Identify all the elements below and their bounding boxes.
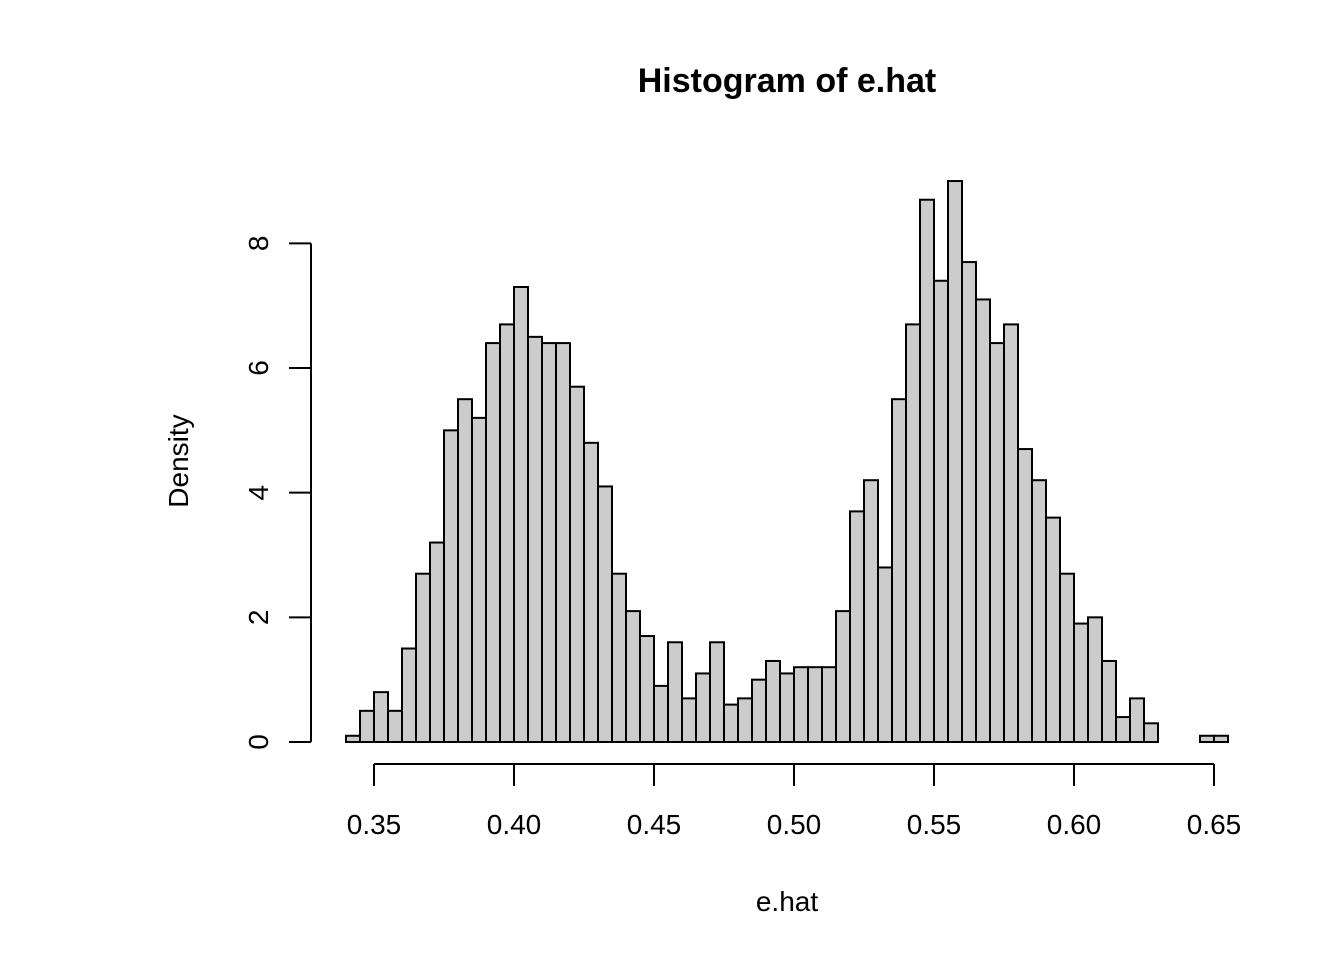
histogram-bar — [751, 678, 767, 743]
x-tick-label: 0.65 — [1187, 809, 1242, 840]
x-tick-label: 0.45 — [627, 809, 682, 840]
histogram-bar — [499, 323, 515, 743]
histogram-bar — [527, 335, 543, 743]
histogram-bar — [569, 385, 585, 743]
histogram-bar — [1017, 448, 1033, 743]
y-axis-label: Density — [163, 414, 194, 507]
y-tick-label: 0 — [243, 734, 274, 750]
histogram-bar — [1073, 622, 1089, 744]
histogram-bar — [415, 572, 431, 744]
histogram-bar — [471, 416, 487, 743]
histogram-bar — [443, 429, 459, 743]
histogram-bar — [1143, 722, 1159, 743]
histogram-bar — [975, 298, 991, 743]
histogram-bar — [583, 441, 599, 743]
histogram-bar — [653, 684, 669, 744]
histogram-bar — [989, 342, 1005, 743]
histogram-bar — [387, 709, 403, 744]
x-axis-label: e.hat — [756, 886, 818, 917]
histogram-bar — [513, 285, 529, 743]
histogram-bar — [429, 541, 445, 743]
histogram-bar — [709, 641, 725, 744]
histogram-bar — [597, 485, 613, 744]
histogram-bar — [737, 697, 753, 743]
histogram-bar — [681, 697, 697, 743]
histogram-bar — [625, 610, 641, 743]
histogram-bar — [779, 672, 795, 743]
x-tick-label: 0.35 — [347, 809, 402, 840]
x-tick-label: 0.40 — [487, 809, 542, 840]
histogram-bar — [807, 666, 823, 744]
histogram-bar — [1199, 734, 1215, 744]
histogram-bar — [667, 641, 683, 744]
histogram-bar — [877, 566, 893, 743]
histogram-bar — [765, 659, 781, 743]
histogram-bar — [639, 635, 655, 743]
histogram-bar — [1031, 479, 1047, 743]
histogram-bar — [1213, 734, 1229, 744]
histogram-bar — [611, 572, 627, 744]
histogram-bar — [1045, 516, 1061, 743]
histogram-bar — [373, 691, 389, 744]
histogram-bar — [1101, 659, 1117, 743]
histogram-bar — [835, 610, 851, 743]
histogram-bar — [457, 398, 473, 743]
histogram-bar — [723, 703, 739, 743]
histogram-bar — [695, 672, 711, 743]
histogram-bar — [891, 398, 907, 743]
y-tick-label: 6 — [243, 360, 274, 376]
histogram-bar — [541, 342, 557, 743]
histogram-bar — [1059, 572, 1075, 744]
histogram-bar — [1087, 616, 1103, 744]
histogram-bar — [1129, 697, 1145, 743]
bars-group — [345, 180, 1229, 744]
histogram-bar — [359, 709, 375, 744]
y-axis: 0 2 4 6 8 — [243, 236, 312, 750]
histogram-bar — [863, 479, 879, 743]
histogram-bar — [849, 510, 865, 743]
y-tick-label: 4 — [243, 485, 274, 501]
histogram-bar — [1003, 323, 1019, 743]
y-tick-label: 8 — [243, 236, 274, 252]
x-tick-label: 0.55 — [907, 809, 962, 840]
x-tick-label: 0.50 — [767, 809, 822, 840]
histogram-bar — [1115, 716, 1131, 744]
histogram-bar — [821, 666, 837, 744]
histogram-bar — [555, 342, 571, 743]
histogram-bar — [961, 261, 977, 743]
histogram-bar — [947, 180, 963, 743]
x-axis: 0.35 0.40 0.45 0.50 0.55 0.60 0.65 — [347, 763, 1242, 840]
histogram-bar — [485, 342, 501, 743]
histogram-bar — [905, 323, 921, 743]
chart-title: Histogram of e.hat — [638, 62, 936, 100]
histogram-bar — [401, 647, 417, 743]
histogram-bar — [345, 734, 361, 744]
histogram-bar — [933, 279, 949, 743]
y-tick-label: 2 — [243, 610, 274, 626]
x-tick-label: 0.60 — [1047, 809, 1102, 840]
histogram-bar — [919, 198, 935, 744]
histogram-bar — [793, 666, 809, 744]
